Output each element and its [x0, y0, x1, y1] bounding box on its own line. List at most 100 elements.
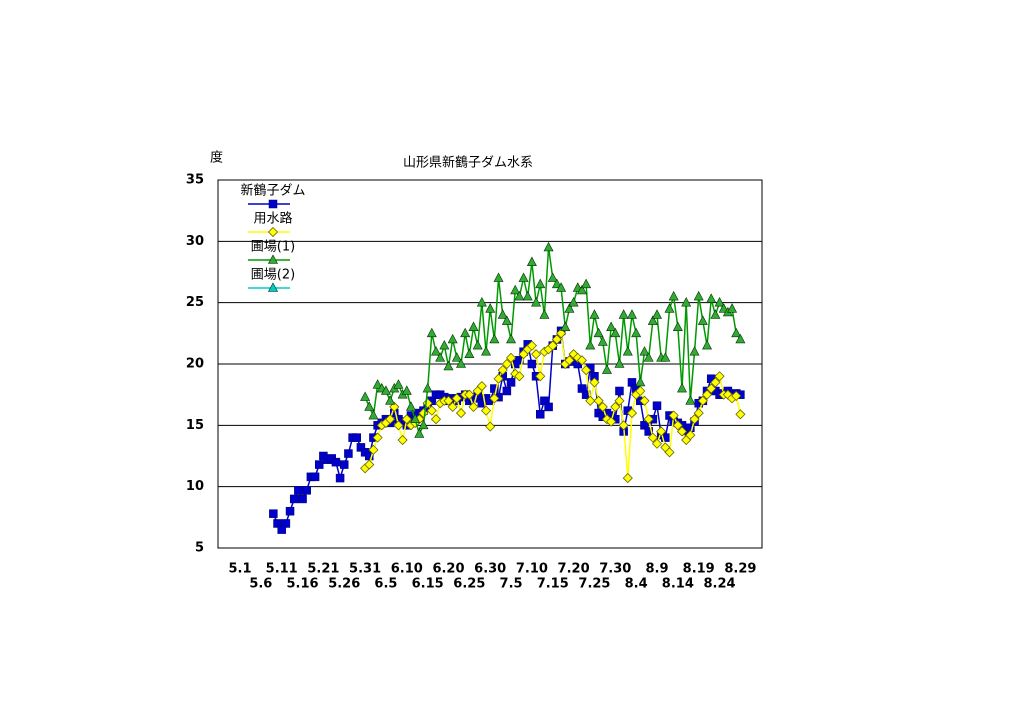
- marker: [693, 290, 704, 301]
- marker: [614, 358, 625, 368]
- x-tick-label: 8.24: [704, 577, 736, 592]
- marker: [581, 278, 592, 289]
- marker: [735, 409, 746, 420]
- marker: [368, 409, 379, 420]
- x-tick-label: 7.10: [516, 562, 548, 577]
- y-tick-label: 10: [186, 479, 204, 494]
- marker: [472, 339, 483, 350]
- marker: [635, 376, 646, 387]
- marker: [556, 282, 567, 292]
- marker: [268, 254, 278, 264]
- marker: [606, 321, 617, 332]
- marker: [372, 432, 383, 443]
- chart-title: 山形県新鶴子ダム水系: [403, 155, 533, 171]
- marker: [735, 333, 746, 344]
- marker: [514, 371, 525, 382]
- marker: [502, 386, 512, 396]
- marker: [593, 395, 604, 406]
- y-tick-label: 20: [186, 357, 204, 372]
- marker: [543, 241, 554, 252]
- marker: [268, 282, 278, 292]
- marker: [576, 355, 588, 366]
- y-tick-label: 15: [186, 418, 204, 433]
- marker: [405, 401, 416, 411]
- x-tick-label: 5.16: [287, 577, 319, 592]
- marker: [497, 365, 508, 376]
- marker: [610, 401, 621, 412]
- x-tick-label: 5.1: [228, 562, 251, 577]
- x-tick-label: 7.25: [578, 577, 610, 592]
- marker: [439, 339, 450, 350]
- marker: [564, 355, 575, 366]
- marker: [647, 315, 658, 325]
- marker: [539, 309, 550, 319]
- marker: [622, 473, 633, 484]
- marker: [631, 327, 642, 338]
- marker: [544, 402, 553, 412]
- marker: [497, 309, 508, 319]
- marker: [581, 365, 592, 376]
- marker: [672, 321, 683, 332]
- marker: [714, 371, 725, 382]
- marker: [451, 352, 462, 362]
- marker: [618, 420, 629, 431]
- marker: [505, 352, 517, 363]
- marker: [643, 414, 654, 425]
- marker: [656, 426, 667, 437]
- x-tick-label: 6.5: [374, 577, 397, 592]
- marker: [535, 278, 546, 289]
- marker: [689, 346, 700, 356]
- marker: [710, 377, 721, 388]
- marker: [468, 321, 479, 332]
- marker: [639, 395, 650, 406]
- marker: [501, 315, 512, 325]
- x-tick-label: 5.11: [266, 562, 298, 577]
- marker: [635, 385, 646, 397]
- marker: [706, 383, 717, 394]
- marker: [430, 414, 442, 425]
- marker: [294, 486, 303, 495]
- marker: [668, 290, 679, 301]
- marker: [518, 272, 529, 282]
- marker: [447, 401, 458, 412]
- marker: [639, 346, 650, 356]
- marker: [451, 393, 462, 404]
- marker: [661, 433, 670, 442]
- marker: [364, 401, 375, 411]
- marker: [685, 395, 696, 405]
- marker: [585, 339, 596, 350]
- marker: [310, 472, 320, 482]
- y-tick-label: 35: [186, 173, 204, 188]
- marker: [489, 393, 500, 404]
- marker: [443, 395, 454, 406]
- y-axis-label: 度: [210, 150, 223, 166]
- marker: [556, 328, 567, 339]
- marker: [610, 327, 621, 338]
- marker: [314, 460, 324, 469]
- marker: [531, 349, 542, 360]
- marker: [490, 384, 499, 393]
- marker: [514, 290, 525, 301]
- marker: [476, 297, 487, 307]
- marker: [597, 336, 608, 346]
- y-tick-label: 5: [195, 541, 204, 556]
- marker: [401, 385, 412, 395]
- marker: [335, 473, 345, 483]
- marker: [380, 385, 391, 395]
- marker: [660, 352, 671, 362]
- legend-label: 新鶴子ダム: [240, 183, 305, 199]
- x-tick-label: 5.26: [328, 577, 360, 592]
- marker: [727, 303, 738, 313]
- x-tick-label: 6.10: [391, 562, 423, 577]
- marker: [331, 457, 341, 467]
- x-tick-label: 7.5: [500, 577, 523, 592]
- marker: [626, 309, 637, 319]
- marker: [622, 346, 633, 356]
- marker: [706, 293, 717, 303]
- marker: [481, 346, 492, 356]
- marker: [298, 494, 307, 504]
- marker: [430, 346, 441, 356]
- marker: [456, 358, 467, 368]
- x-tick-label: 5.21: [307, 562, 339, 577]
- marker: [281, 519, 291, 528]
